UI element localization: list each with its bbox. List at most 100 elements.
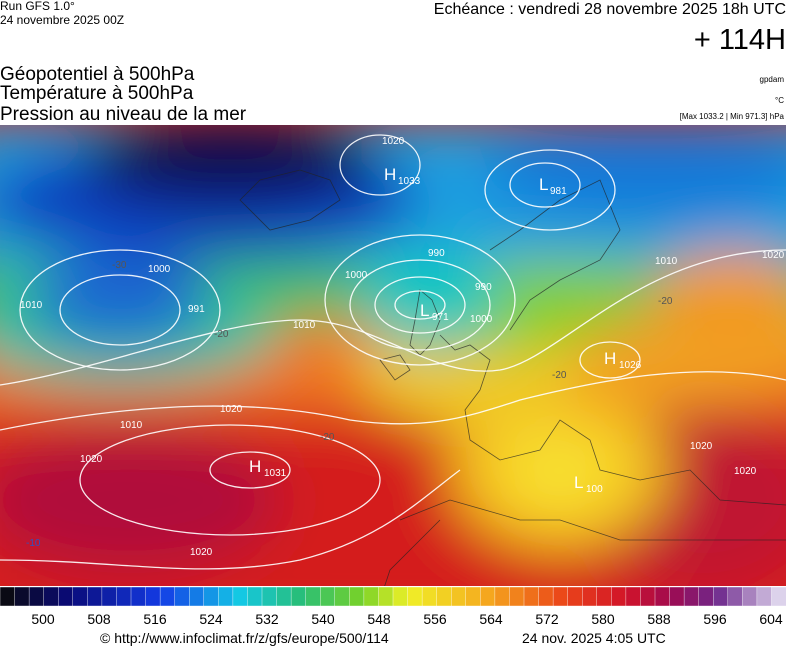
unit: gpdam	[760, 75, 785, 84]
colorbar-cell	[523, 586, 540, 607]
colorbar-cell	[683, 586, 700, 607]
colorbar-label: 588	[647, 611, 671, 627]
colorbar-cell	[669, 586, 685, 607]
colorbar-cell	[465, 586, 482, 607]
title: Température à 500hPa	[0, 83, 194, 104]
colorbar-cell	[320, 586, 336, 607]
pressure-center: H	[604, 349, 616, 368]
colorbar-cell	[145, 586, 161, 607]
colorbar-cell	[116, 586, 132, 607]
isotherm-label: -20	[658, 296, 673, 307]
run-date: 24 novembre 2025 00Z	[0, 13, 124, 27]
isobar-label: 1020	[220, 404, 243, 415]
colorbar-label: 500	[31, 611, 55, 627]
colorbar-cell	[101, 586, 118, 607]
colorbar-cell	[14, 586, 30, 607]
colorbar-label: 556	[423, 611, 447, 627]
colorbar-cell	[640, 586, 656, 607]
colorbar-cell	[232, 586, 249, 607]
isobar-label: 1020	[690, 441, 713, 452]
colorbar-cell	[290, 586, 307, 607]
colorbar-label: 572	[535, 611, 559, 627]
pressure-center: H	[384, 165, 396, 184]
colorbar-cell	[742, 586, 758, 607]
colorbar-label: 604	[759, 611, 783, 627]
colorbar-cell	[203, 586, 220, 607]
title: Pression au niveau de la mer	[0, 104, 247, 125]
pressure-value: 100	[586, 484, 603, 495]
isobar-label: 1020	[382, 136, 405, 147]
colorbar-cell	[727, 586, 744, 607]
unit: °C	[775, 96, 784, 105]
isotherm-label: -10	[26, 538, 41, 549]
colorbar-cell	[28, 586, 45, 607]
colorbar-cell	[480, 586, 496, 607]
isobar-label: 1000	[470, 314, 493, 325]
footer-url: © http://www.infoclimat.fr/z/gfs/europe/…	[100, 630, 389, 646]
colorbar-cell	[392, 586, 409, 607]
colorbar-cell	[174, 586, 190, 607]
colorbar-cell	[596, 586, 613, 607]
colorbar-cell	[407, 586, 423, 607]
colorbar-cell	[552, 586, 569, 607]
colorbar-cell	[713, 586, 729, 607]
map	[0, 125, 786, 586]
pressure-center: H	[249, 457, 261, 476]
colorbar-cell	[698, 586, 714, 607]
isobar-label: 1010	[655, 256, 678, 267]
isotherm-label: -30	[112, 260, 127, 271]
isotherm-label: -20	[552, 370, 567, 381]
colorbar-cell	[305, 586, 321, 607]
colorbar-cell	[334, 586, 351, 607]
isobar-label: 1020	[80, 454, 103, 465]
pressure-value: 981	[550, 186, 567, 197]
colorbar-cell	[87, 586, 103, 607]
pressure-value: 971	[432, 312, 449, 323]
colorbar-cell	[130, 586, 147, 607]
map-labels: H 1033 L 981 L 971 H 1026 H 1031 L 100 1…	[20, 136, 785, 558]
colorbar-cell	[567, 586, 583, 607]
colorbar-cell	[451, 586, 467, 607]
colorbar-labels: 500 508 516 524 532 540 548 556 564 572 580 588 596 6…	[31, 611, 783, 627]
colorbar-label: 540	[311, 611, 335, 627]
isobar-label: 1020	[762, 250, 785, 261]
colorbar-cell	[378, 586, 394, 607]
colorbar-label: 596	[703, 611, 727, 627]
forecast-time: Echéance : vendredi 28 novembre 2025 18h…	[434, 1, 786, 18]
pressure-center: L	[420, 301, 429, 320]
colorbar-cell	[43, 586, 59, 607]
colorbar-cell	[276, 586, 292, 607]
isobar-label: 1020	[190, 547, 213, 558]
unit: [Max 1033.2 | Min 971.3] hPa	[680, 112, 785, 121]
colorbar-label: 516	[143, 611, 167, 627]
colorbar-cell	[363, 586, 380, 607]
footer-time: 24 nov. 2025 4:05 UTC	[522, 630, 666, 646]
pressure-center: L	[574, 473, 583, 492]
colorbar-label: 580	[591, 611, 615, 627]
isotherm-label: -20	[320, 432, 335, 443]
colorbar-cell	[58, 586, 74, 607]
colorbar-cell	[159, 586, 176, 607]
isobar-label: 1000	[148, 264, 171, 275]
isobar-label: 1020	[734, 466, 757, 477]
pressure-value: 1031	[264, 468, 287, 479]
colorbar-cell	[538, 586, 554, 607]
pressure-center: L	[539, 175, 548, 194]
isotherm-label: -20	[214, 329, 229, 340]
pressure-value: 1026	[619, 360, 642, 371]
isobar-label: 1010	[20, 300, 43, 311]
colorbar-label: 564	[479, 611, 503, 627]
colorbar-cell	[247, 586, 263, 607]
colorbar-cell	[218, 586, 234, 607]
colorbar-cell	[421, 586, 438, 607]
isobar-label: 991	[188, 304, 205, 315]
colorbar-label: 524	[199, 611, 223, 627]
colorbar-cell	[611, 586, 627, 607]
isobar-label: 990	[428, 248, 445, 259]
colorbar-cell	[509, 586, 525, 607]
colorbar-cell	[436, 586, 452, 607]
isobar-label: 1000	[345, 270, 368, 281]
colorbar-cell	[625, 586, 642, 607]
colorbar-cell	[189, 586, 205, 607]
